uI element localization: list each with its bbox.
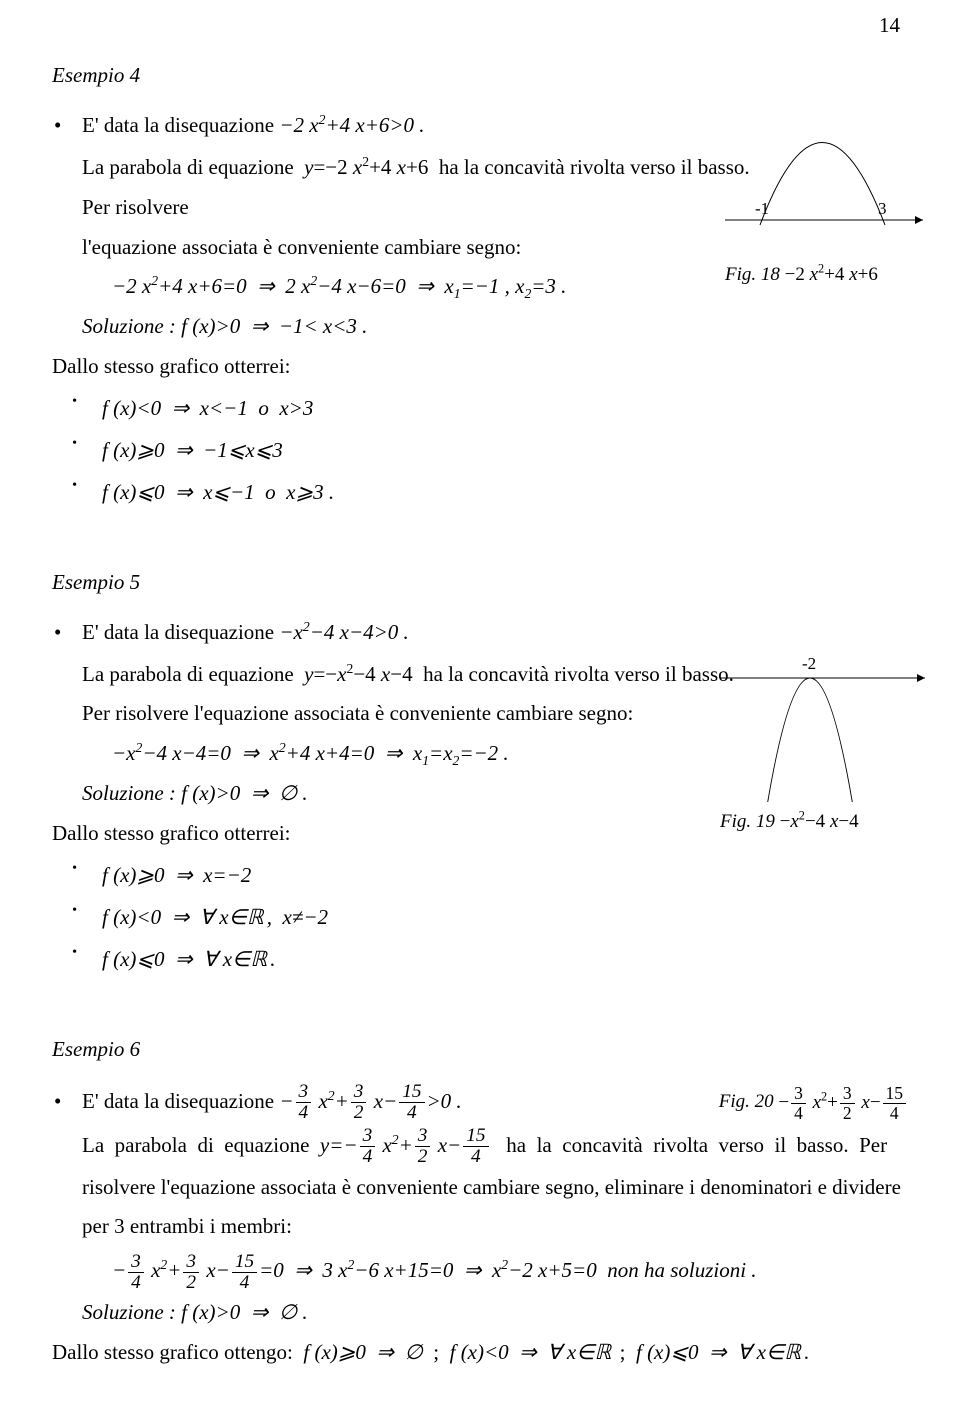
svg-text:3: 3 [878, 199, 887, 218]
example-6-title: Esempio 6 [52, 1030, 908, 1070]
fig20-caption: Fig. 20 −34 x2+32 x−154 [719, 1084, 908, 1122]
ex4-per-risolvere: Per risolvere [82, 188, 722, 228]
text: E' data la disequazione [82, 620, 279, 644]
ex6-soluzione: Soluzione : f (x)>0 ⇒ ∅ . [82, 1293, 908, 1333]
fig19-caption: Fig. 19 −x2−4 x−4 [720, 804, 935, 840]
ex5-risolvere: Per risolvere l'equazione associata è co… [82, 694, 742, 734]
d: 4 [296, 1103, 312, 1123]
ex6-line4: per 3 entrambi i membri: [82, 1207, 908, 1247]
math: f (x)>0 ⇒ ∅ . [181, 781, 307, 805]
example-4-title: Esempio 4 [52, 56, 908, 96]
ex4-case1: f (x)<0 ⇒ x<−1 o x>3 [52, 389, 908, 429]
math: −2 x2+4 x+6>0 . [279, 113, 424, 137]
svg-text:-1: -1 [755, 199, 769, 218]
ex6-eq: −34 x2+32 x−154=0 ⇒ 3 x2−6 x+15=0 ⇒ x2−2… [112, 1247, 908, 1293]
ex4-case2: f (x)⩾0 ⇒ −1⩽x⩽3 [52, 431, 908, 471]
prefix: Fig. 18 [725, 264, 785, 285]
svg-text:-2: -2 [802, 654, 816, 673]
ex6-given: E' data la disequazione −34 x2+32 x−154>… [52, 1082, 462, 1124]
label: Soluzione : [82, 781, 181, 805]
math: −x2−4 x−4>0 . [279, 620, 408, 644]
label: Soluzione : [82, 314, 181, 338]
ex4-soluzione: Soluzione : f (x)>0 ⇒ −1< x<3 . [82, 307, 908, 347]
d: 4 [399, 1103, 424, 1123]
math: f (x)>0 ⇒ ∅ . [181, 1300, 307, 1324]
n: 3 [296, 1082, 312, 1103]
figure-18: -1 3 Fig. 18 −2 x2+4 x+6 [725, 120, 935, 293]
prefix: Fig. 20 [719, 1092, 779, 1113]
ex5-case2: f (x)<0 ⇒ ∀ x∈ℝ , x≠−2 [52, 898, 908, 938]
text: E' data la disequazione [82, 113, 279, 137]
math: −2 x2+4 x+6 [785, 264, 878, 285]
label: Soluzione : [82, 1300, 181, 1324]
ex4-case3: f (x)⩽0 ⇒ x⩽−1 o x⩾3 . [52, 473, 908, 513]
ex6-line3: risolvere l'equazione associata è conven… [82, 1168, 908, 1208]
ex4-dallo: Dallo stesso grafico otterrei: [52, 347, 908, 387]
ex5-case1: f (x)⩾0 ⇒ x=−2 [52, 856, 908, 896]
page-number: 14 [879, 6, 900, 46]
example-5-title: Esempio 5 [52, 563, 908, 603]
n: 15 [399, 1082, 424, 1103]
math: −34 x2+32 x−154 [778, 1092, 908, 1113]
n: 3 [351, 1082, 367, 1103]
text: E' data la disequazione [82, 1089, 279, 1113]
ex5-case3: f (x)⩽0 ⇒ ∀ x∈ℝ . [52, 940, 908, 980]
d: 2 [351, 1103, 367, 1123]
math: −34 x2+32 x−154>0 . [279, 1089, 461, 1113]
ex6-final: Dallo stesso grafico ottengo: f (x)⩾0 ⇒ … [52, 1333, 908, 1373]
fig18-caption: Fig. 18 −2 x2+4 x+6 [725, 257, 935, 293]
math: f (x)>0 ⇒ −1< x<3 . [181, 314, 367, 338]
figure-19: -2 Fig. 19 −x2−4 x−4 [720, 642, 935, 840]
ex6-parabola: La parabola di equazione y=−34 x2+32 x−1… [82, 1126, 908, 1168]
prefix: Fig. 19 [720, 811, 780, 832]
math: −x2−4 x−4 [780, 811, 859, 832]
